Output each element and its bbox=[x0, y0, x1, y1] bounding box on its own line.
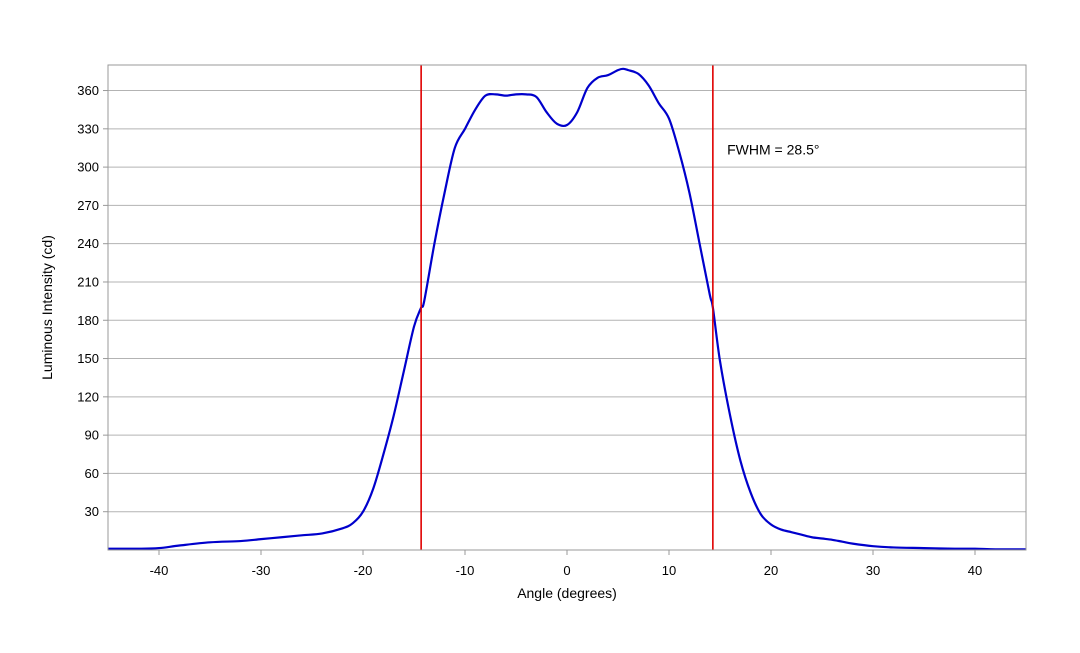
y-tick-label: 150 bbox=[77, 351, 99, 366]
y-tick-label: 180 bbox=[77, 313, 99, 328]
y-tick-label: 30 bbox=[85, 504, 99, 519]
x-tick-label: 0 bbox=[563, 563, 570, 578]
grid-layer bbox=[108, 90, 1026, 513]
series-layer bbox=[107, 65, 1027, 551]
x-tick-label: 10 bbox=[662, 563, 676, 578]
x-tick-label: -20 bbox=[354, 563, 373, 578]
y-tick-label: 210 bbox=[77, 274, 99, 289]
y-tick-label: 270 bbox=[77, 198, 99, 213]
y-tick-label: 90 bbox=[85, 428, 99, 443]
x-tick-label: -10 bbox=[456, 563, 475, 578]
x-axis-title: Angle (degrees) bbox=[517, 585, 617, 601]
y-tick-label: 240 bbox=[77, 236, 99, 251]
y-tick-label: 300 bbox=[77, 160, 99, 175]
y-tick-label: 360 bbox=[77, 83, 99, 98]
y-tick-label: 120 bbox=[77, 389, 99, 404]
x-tick-label: 20 bbox=[764, 563, 778, 578]
x-tick-label: 40 bbox=[968, 563, 982, 578]
plot-frame bbox=[107, 64, 1027, 551]
y-tick-label: 330 bbox=[77, 121, 99, 136]
x-tick-label: -30 bbox=[252, 563, 271, 578]
y-axis-title: Luminous Intensity (cd) bbox=[39, 235, 55, 380]
annotation-layer: FWHM = 28.5° bbox=[727, 141, 819, 157]
x-tick-label: 30 bbox=[866, 563, 880, 578]
fwhm-annotation: FWHM = 28.5° bbox=[727, 141, 819, 157]
x-tick-label: -40 bbox=[150, 563, 169, 578]
y-tick-label: 60 bbox=[85, 466, 99, 481]
intensity-curve bbox=[107, 67, 1027, 551]
